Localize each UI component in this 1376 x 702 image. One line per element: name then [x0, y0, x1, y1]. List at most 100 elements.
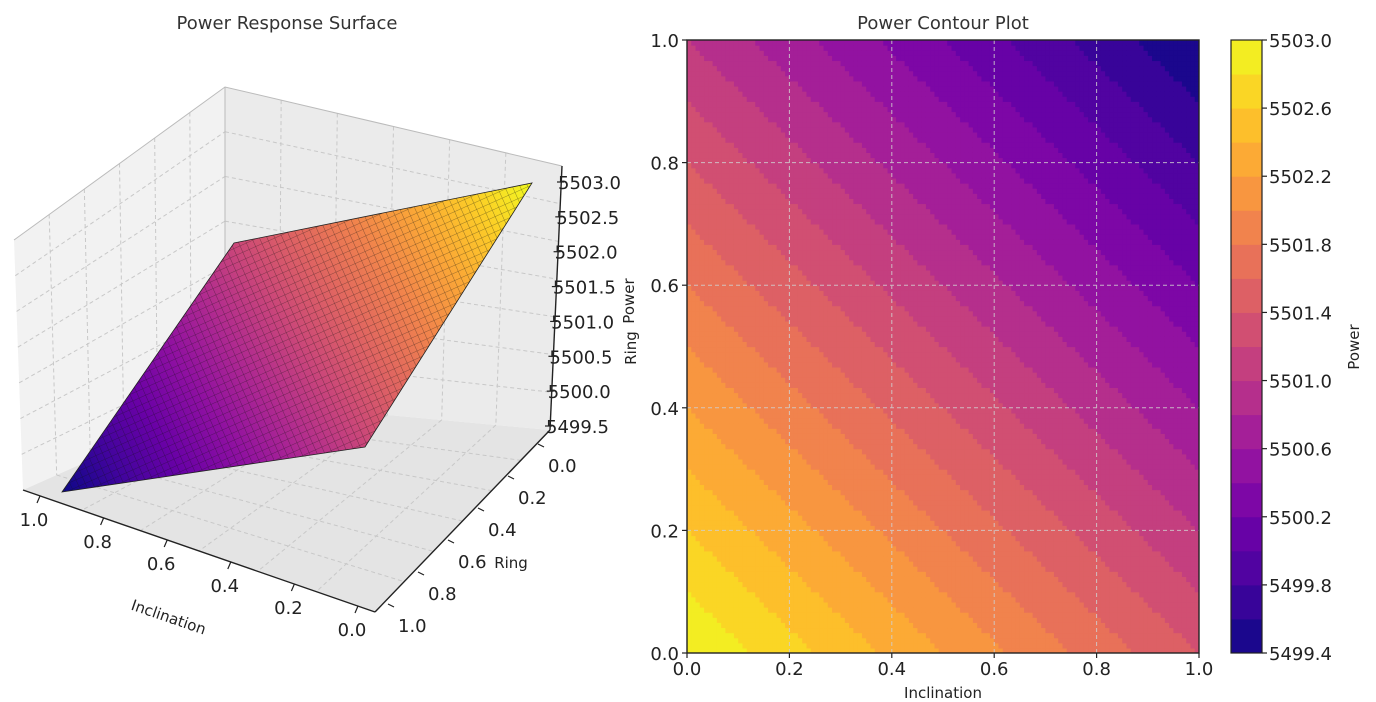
contour-cell: [687, 494, 692, 501]
contour-cell: [793, 525, 799, 531]
contour-cell: [729, 402, 735, 409]
contour-cell: [729, 642, 735, 649]
contour-cell: [857, 591, 863, 598]
contour-cell: [793, 85, 799, 92]
contour-cell: [729, 627, 735, 634]
contour-cell: [815, 402, 820, 409]
contour-cell: [849, 561, 854, 567]
contour-cell: [738, 75, 744, 82]
contour-cell: [815, 336, 820, 342]
contour-cell: [699, 269, 705, 276]
contour-cell: [785, 152, 790, 159]
contour-cell: [793, 433, 799, 440]
contour-cell: [725, 463, 731, 470]
contour-cell: [712, 612, 718, 618]
contour-cell: [815, 234, 820, 240]
contour-cell: [725, 540, 731, 547]
contour-cell: [763, 147, 769, 153]
contour-cell: [785, 167, 790, 174]
contour-cell: [802, 469, 808, 475]
contour-cell: [725, 70, 731, 77]
contour-cell: [721, 576, 726, 583]
contour-cell: [716, 443, 722, 450]
contour-cell: [844, 121, 850, 128]
contour-cell: [832, 234, 837, 240]
contour-cell: [695, 223, 701, 230]
contour-cell: [695, 484, 701, 491]
contour-cell: [832, 561, 837, 567]
contour-cell: [704, 530, 709, 537]
contour-cell: [797, 433, 803, 440]
contour-cell: [751, 479, 756, 486]
contour-cell: [755, 172, 761, 179]
contour-cell: [789, 545, 795, 552]
contour-cell: [772, 290, 778, 297]
contour-cell: [691, 259, 697, 266]
contour-cell: [755, 647, 761, 653]
contour-cell: [768, 356, 773, 363]
contour-cell: [768, 193, 773, 199]
contour-cell: [827, 101, 833, 108]
contour-cell: [712, 239, 718, 245]
contour-cell: [827, 336, 833, 342]
contour-cell: [738, 372, 744, 378]
contour-cell: [746, 116, 752, 123]
contour-cell: [827, 70, 833, 77]
contour-cell: [725, 642, 731, 649]
contour-cell: [725, 607, 731, 613]
contour-cell: [708, 91, 714, 97]
contour-cell: [785, 346, 790, 353]
contour-cell: [827, 91, 833, 97]
contour-cell: [836, 137, 842, 143]
contour-cell: [836, 310, 842, 317]
contour-cell: [802, 555, 808, 562]
contour-cell: [815, 295, 820, 302]
contour-cell: [832, 397, 837, 404]
contour-cell: [729, 203, 735, 210]
contour-cell: [849, 351, 854, 358]
contour-cell: [797, 50, 803, 56]
contour-cell: [721, 494, 726, 501]
contour-cell: [738, 433, 744, 440]
contour-cell: [712, 438, 718, 445]
contour-cell: [763, 642, 769, 649]
contour-cell: [789, 320, 795, 327]
contour-cell: [827, 637, 833, 644]
contour-cell: [857, 612, 863, 618]
contour-cell: [810, 555, 816, 562]
contour-cell: [733, 203, 739, 210]
contour-cell: [699, 448, 705, 455]
contour-cell: [742, 126, 748, 133]
contour-cell: [738, 126, 744, 133]
contour-cell: [810, 137, 816, 143]
contour-cell: [721, 397, 726, 404]
contour-cell: [802, 627, 808, 634]
contour-cell: [844, 218, 850, 225]
contour-cell: [849, 249, 854, 256]
contour-cell: [704, 320, 709, 327]
contour-cell: [704, 489, 709, 496]
contour-cell: [759, 75, 765, 82]
contour-cell: [857, 372, 863, 378]
contour-cell: [742, 259, 748, 266]
contour-cell: [810, 203, 816, 210]
contour-cell: [776, 223, 782, 230]
contour-cell: [704, 111, 709, 118]
contour-cell: [844, 550, 850, 557]
contour-cell: [746, 50, 752, 56]
contour-cell: [716, 596, 722, 603]
contour-cell: [832, 193, 837, 199]
contour-cell: [742, 162, 748, 169]
contour-cell: [832, 515, 837, 521]
contour-cell: [810, 586, 816, 593]
contour-cell: [815, 632, 820, 639]
contour-cell: [793, 300, 799, 307]
contour-cell: [849, 596, 854, 603]
contour-cell: [785, 372, 790, 378]
contour-cell: [704, 300, 709, 307]
contour-cell: [793, 336, 799, 342]
contour-cell: [802, 412, 808, 419]
contour-cell: [768, 555, 773, 562]
contour-cell: [712, 249, 718, 256]
contour-cell: [785, 280, 790, 286]
